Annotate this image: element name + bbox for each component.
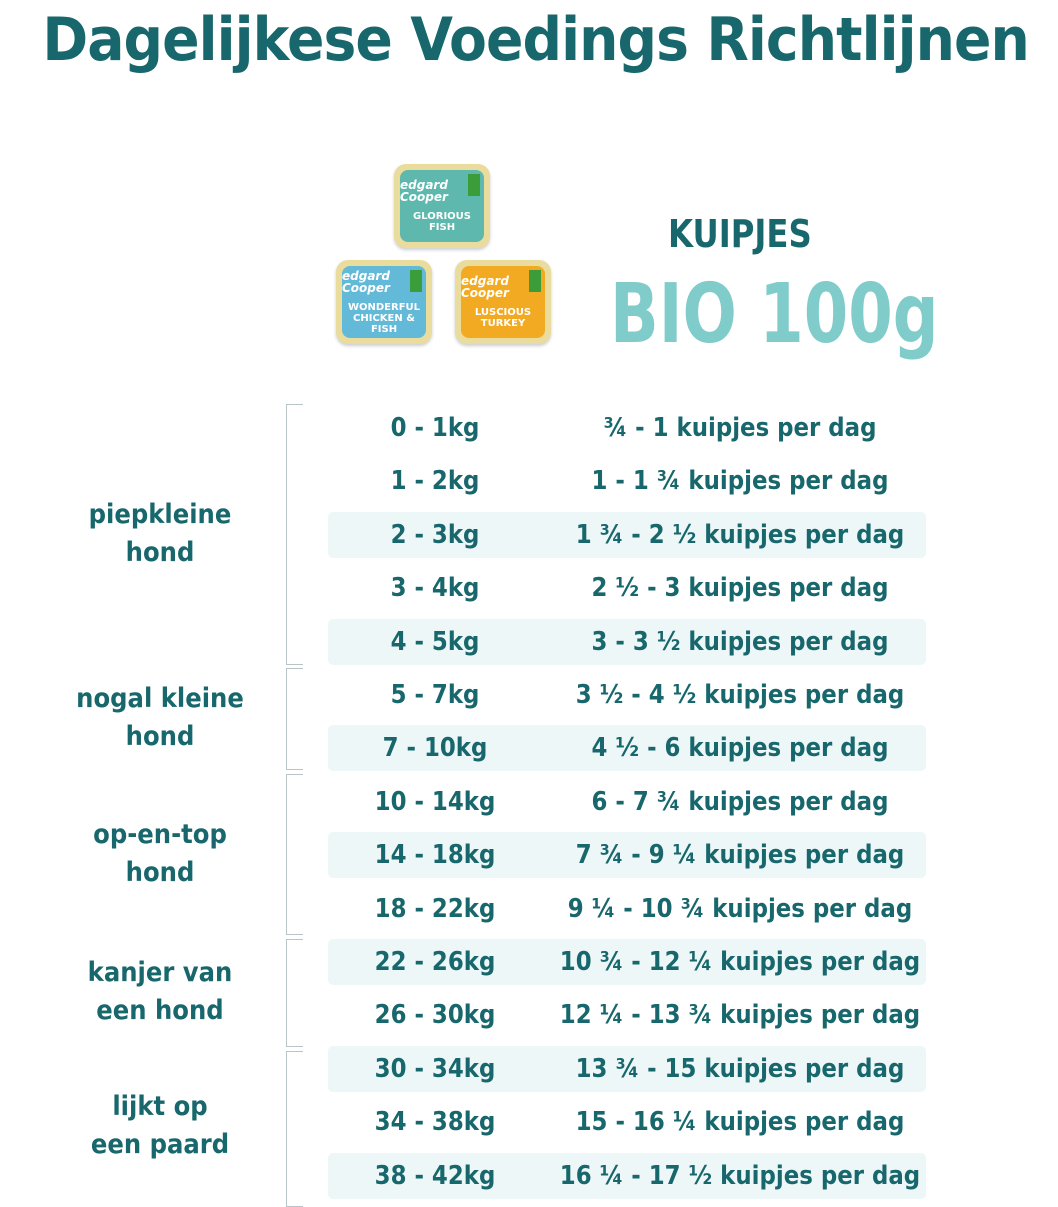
weight-cell: 2 - 3kg [390,519,480,550]
portion-cell: 13 ¾ - 15 kuipjes per dag [575,1053,905,1084]
group-bracket [286,939,303,1047]
product-size: BIO 100g [610,267,939,362]
dog-size-label: lijkt op een paard [90,1090,230,1160]
tray-brand: edgard Cooper [461,274,509,300]
dog-size-label: op-en-top hond [93,818,227,888]
portion-cell: 10 ¾ - 12 ¼ kuipjes per dag [559,947,921,977]
portion-cell: 1 - 1 ¾ kuipjes per dag [591,466,889,497]
tray-brand: edgard Cooper [342,268,390,295]
portion-cell: 7 ¾ - 9 ¼ kuipjes per dag [575,840,905,871]
weight-cell: 38 - 42kg [374,1160,496,1191]
portion-cell: 1 ¾ - 2 ½ kuipjes per dag [575,519,905,550]
weight-cell: 1 - 2kg [390,466,480,497]
weight-cell: 0 - 1kg [390,413,480,443]
portion-cell: 4 ½ - 6 kuipjes per dag [591,733,889,764]
row-highlight [328,725,926,772]
row-highlight [328,832,926,879]
portion-cell: 12 ¼ - 13 ¾ kuipjes per dag [559,1000,921,1031]
group-bracket [286,1051,303,1207]
dog-size-label: nogal kleine hond [76,683,244,752]
portion-cell: 6 - 7 ¾ kuipjes per dag [591,786,889,817]
group-bracket [286,668,303,770]
product-tray: edgard Cooper WONDERFUL CHICKEN & FISH [336,260,432,344]
portion-cell: 15 - 16 ¼ kuipjes per dag [575,1107,905,1138]
weight-cell: 14 - 18kg [374,840,496,871]
portion-cell: 2 ½ - 3 kuipjes per dag [591,573,889,604]
organic-leaf-icon [410,270,422,292]
weight-cell: 4 - 5kg [390,626,480,657]
weight-cell: 30 - 34kg [374,1053,496,1084]
tray-flavor: LUSCIOUS TURKEY [474,307,532,329]
page-title: Dagelijkese Voedings Richtlijnen [42,5,1029,75]
tray-flavor: GLORIOUS FISH [413,211,471,233]
portion-cell: ¾ - 1 kuipjes per dag [603,413,877,443]
row-highlight [328,1045,926,1092]
organic-leaf-icon [529,270,541,292]
row-highlight [328,1152,926,1199]
row-highlight [328,511,926,558]
product-tray: edgard Cooper GLORIOUS FISH [394,164,490,248]
weight-cell: 18 - 22kg [374,893,496,924]
weight-cell: 7 - 10kg [382,733,488,764]
row-highlight [328,939,926,985]
product-type: KUIPJES [668,212,812,256]
portion-cell: 16 ¼ - 17 ½ kuipjes per dag [559,1160,921,1191]
group-bracket [286,404,303,665]
weight-cell: 34 - 38kg [374,1107,496,1138]
weight-cell: 3 - 4kg [390,573,480,604]
weight-cell: 5 - 7kg [390,680,480,710]
tray-flavor: WONDERFUL CHICKEN & FISH [347,301,421,335]
tray-brand: edgard Cooper [400,178,448,204]
dog-size-label: piepkleine hond [88,498,232,568]
organic-leaf-icon [468,174,480,196]
dog-size-label: kanjer van een hond [87,957,233,1026]
group-bracket [286,774,303,935]
weight-cell: 26 - 30kg [374,1000,496,1031]
portion-cell: 9 ¼ - 10 ¾ kuipjes per dag [567,893,913,924]
weight-cell: 10 - 14kg [374,786,496,817]
portion-cell: 3 ½ - 4 ½ kuipjes per dag [575,680,905,710]
product-tray: edgard Cooper LUSCIOUS TURKEY [455,260,551,344]
weight-cell: 22 - 26kg [374,947,496,977]
portion-cell: 3 - 3 ½ kuipjes per dag [591,626,889,657]
row-highlight [328,618,926,665]
